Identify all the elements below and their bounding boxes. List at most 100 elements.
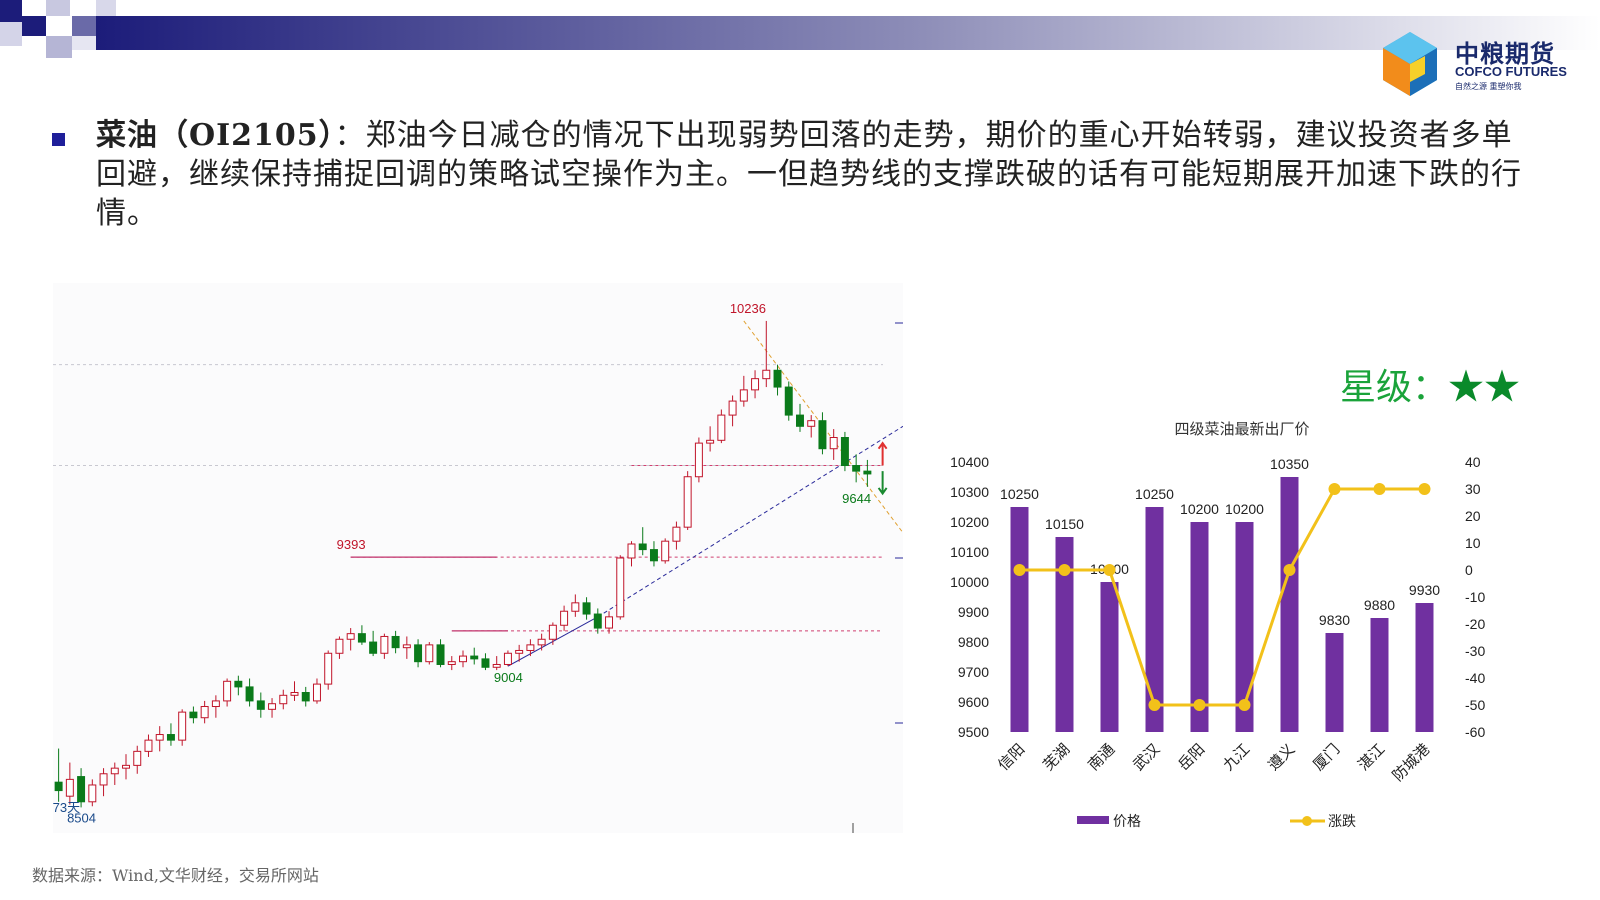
change-line [1019, 487, 1425, 707]
candle-body [526, 644, 535, 651]
candle-body [189, 711, 198, 719]
candle-body [717, 414, 726, 441]
bar-data-label: 9880 [1364, 597, 1395, 613]
price-annotation: 73天 [53, 800, 80, 815]
y-right-tick-label: -40 [1465, 670, 1485, 686]
brand-name-cn: 中粮期货 [1455, 40, 1555, 68]
y-left-tick-label: 9900 [958, 604, 989, 620]
candlestick-chart: 10236 9393 9004 9644 8504 73天 [53, 283, 904, 833]
candle-body [324, 652, 333, 685]
y-left-tick-label: 10300 [950, 484, 989, 500]
x-tick-label: 芜湖 [1039, 740, 1073, 774]
candle-body [796, 414, 804, 427]
candle-body [402, 644, 411, 649]
y-left-tick-label: 10000 [950, 574, 989, 590]
candle-body [739, 389, 748, 402]
candle-body [211, 700, 220, 708]
arrow-up-icon [877, 441, 888, 466]
candle-body [357, 633, 366, 643]
bar-data-label: 9830 [1319, 612, 1350, 628]
candle-body [672, 526, 681, 542]
candle-body [178, 711, 187, 741]
candle-body [807, 420, 816, 427]
chart-title: 四级菜油最新出厂价 [1174, 420, 1309, 438]
x-tick-label: 防城港 [1389, 740, 1434, 785]
price-combo-chart: 四级菜油最新出厂价 10400 10300 10200 10100 10000 9900 98… [945, 418, 1545, 868]
candle-body [560, 610, 569, 626]
candle-body [593, 613, 602, 629]
candle-body [369, 641, 378, 654]
y-right-tick-label: 30 [1465, 481, 1481, 497]
change-point [1193, 699, 1206, 711]
y-left-tick-label: 10400 [950, 454, 989, 470]
brand-slogan: 自然之源 重塑你我 [1455, 82, 1522, 91]
candle-body [649, 549, 658, 562]
y-right-tick-label: 10 [1465, 535, 1481, 551]
rating-stars: ★★ [1448, 367, 1521, 408]
candle-body [571, 602, 580, 612]
price-bar [1415, 603, 1434, 732]
candle-body [459, 655, 467, 663]
change-point [1418, 483, 1431, 495]
y-left-tick-label: 9700 [958, 664, 989, 680]
candle-body [515, 649, 524, 654]
candle-body [616, 557, 625, 618]
candle-body [627, 543, 636, 559]
x-tick-label: 南通 [1084, 740, 1118, 774]
y-left-tick-label: 10100 [950, 544, 989, 560]
candle-body [840, 437, 849, 467]
bar-data-label: 10250 [1000, 486, 1039, 502]
y-left-tick-label: 9500 [958, 724, 989, 740]
candle-body [65, 778, 74, 797]
y-right-tick-label: -30 [1465, 643, 1485, 659]
legend-bar-label: 价格 [1113, 814, 1141, 830]
candle-body [503, 652, 512, 665]
data-source: 数据来源：Wind,文华财经，交易所网站 [32, 866, 319, 885]
candle-body [99, 773, 108, 786]
change-point [1148, 699, 1161, 711]
legend-bar-swatch [1077, 816, 1109, 824]
candle-body [155, 734, 164, 741]
change-point [1283, 564, 1296, 576]
candle-body [436, 644, 445, 665]
candle-body [122, 764, 130, 769]
candle-body [548, 624, 557, 640]
change-point [1238, 699, 1251, 711]
price-bar [1055, 537, 1074, 732]
candle-body [110, 767, 119, 775]
x-tick-label: 湛江 [1354, 740, 1388, 774]
x-tick-label: 厦门 [1309, 740, 1343, 774]
candle-body [751, 378, 760, 391]
y-right-tick-label: 40 [1465, 454, 1481, 470]
candle-body [829, 437, 838, 450]
price-bar [1190, 522, 1209, 732]
bar-data-label: 10350 [1270, 456, 1309, 472]
legend-line-marker [1302, 816, 1312, 826]
commentary-paragraph: 菜油（OI2105）：郑油今日减仓的情况下出现弱势回落的走势，期价的重心开始转弱… [96, 116, 1536, 233]
change-point [1373, 483, 1386, 495]
candle-body [54, 781, 63, 792]
commentary-text: ：郑油今日减仓的情况下出现弱势回落的走势，期价的重心开始转弱，建议投资者多单回避… [96, 118, 1522, 231]
bullet-icon [52, 133, 65, 146]
price-bar [1235, 522, 1254, 732]
legend-line-label: 涨跌 [1328, 814, 1356, 830]
bar-data-label: 10150 [1045, 516, 1084, 532]
candle-body [200, 706, 209, 719]
header-banner [0, 0, 1600, 58]
candle-body [425, 644, 434, 663]
x-tick-label: 九江 [1219, 740, 1253, 774]
price-annotation: 10236 [730, 301, 766, 316]
brand-logo: 中粮期货 COFCO FUTURES 自然之源 重塑你我 [1375, 26, 1595, 96]
price-annotation: 9393 [337, 537, 366, 552]
commentary-keyword: 菜油（OI2105） [96, 118, 335, 153]
brand-name-en: COFCO FUTURES [1455, 64, 1567, 79]
y-left-tick-label: 10200 [950, 514, 989, 530]
price-annotation: 9004 [494, 670, 523, 685]
y-right-tick-label: -50 [1465, 697, 1485, 713]
candle-body [245, 686, 254, 702]
candle-body [661, 540, 670, 562]
x-tick-label: 信阳 [994, 740, 1028, 774]
candle-body [133, 750, 142, 766]
candle-body [166, 734, 175, 741]
downtrend-line [743, 320, 904, 534]
